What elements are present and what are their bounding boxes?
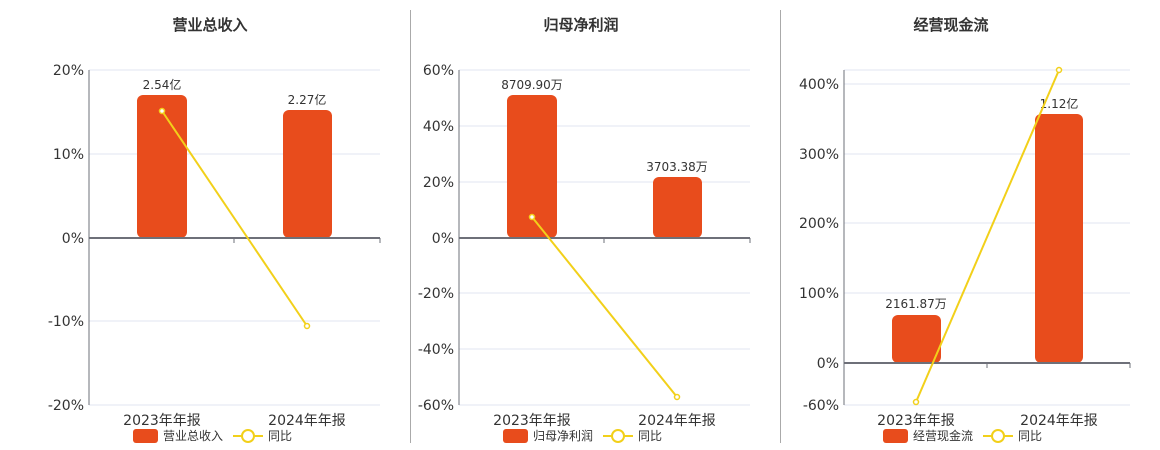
legend-bar-swatch[interactable]: [883, 428, 908, 443]
y-tick: 100%: [799, 286, 839, 302]
chart-panel-revenue: 营业总收入 20% 10% 0% -10% -20% 2.54亿 2.27亿 2…: [0, 0, 410, 450]
y-tick: 40%: [423, 119, 454, 135]
bar-label: 8709.90万: [501, 78, 563, 92]
x-tick: 2023年年报: [123, 413, 201, 429]
chart-title: 经营现金流: [913, 16, 989, 34]
legend-bar-swatch[interactable]: [133, 428, 158, 443]
y-tick: -20%: [48, 398, 84, 414]
y-tick: 20%: [53, 63, 84, 79]
bar-label: 2.27亿: [288, 92, 327, 107]
panel-divider: [410, 10, 411, 443]
x-tick: 2023年年报: [877, 413, 955, 429]
y-tick: 0%: [817, 356, 839, 372]
x-tick: 2024年年报: [638, 413, 716, 429]
bar-label: 1.12亿: [1040, 96, 1079, 111]
x-tick: 2024年年报: [268, 413, 346, 429]
line-point[interactable]: [912, 398, 920, 406]
line-point[interactable]: [158, 107, 166, 115]
panel-divider: [780, 10, 781, 443]
cash-flow-chart: 400% 300% 200% 100% 0% -60% 2161.87万 1.1…: [799, 66, 1131, 429]
bar-label: 2.54亿: [143, 77, 182, 92]
legend-line-icon[interactable]: [983, 428, 1014, 443]
legend-line-label[interactable]: 同比: [268, 429, 293, 443]
legend-line-icon[interactable]: [603, 428, 634, 443]
y-tick: 60%: [423, 63, 454, 79]
legend-bar-swatch[interactable]: [503, 428, 528, 443]
line-point[interactable]: [673, 393, 681, 401]
y-tick: -20%: [418, 286, 454, 302]
chart-title: 归母净利润: [543, 16, 619, 34]
x-tick: 2023年年报: [493, 413, 571, 429]
y-tick: -60%: [418, 398, 454, 414]
line-point[interactable]: [303, 322, 311, 330]
net-profit-chart: 60% 40% 20% 0% -20% -40% -60% 8709.90万 3…: [418, 63, 751, 429]
line-point[interactable]: [1055, 66, 1063, 74]
y-tick: -10%: [48, 314, 84, 330]
legend-line-icon[interactable]: [233, 428, 264, 443]
legend-bar-label[interactable]: 归母净利润: [533, 429, 594, 443]
legend-line-label[interactable]: 同比: [1018, 429, 1043, 443]
y-tick: 0%: [62, 231, 84, 247]
chart-panel-net-profit: 归母净利润 60% 40% 20% 0% -20% -40% -60% 8709…: [411, 0, 781, 450]
bar-2023[interactable]: [507, 95, 557, 238]
x-tick: 2024年年报: [1020, 413, 1098, 429]
y-tick: 0%: [432, 231, 454, 247]
y-tick: 300%: [799, 147, 839, 163]
legend-line-label[interactable]: 同比: [638, 429, 663, 443]
revenue-chart: 20% 10% 0% -10% -20% 2.54亿 2.27亿 2023年年报…: [48, 63, 381, 429]
bar-2024[interactable]: [283, 110, 332, 238]
legend-bar-label[interactable]: 营业总收入: [163, 429, 224, 443]
y-tick: 400%: [799, 77, 839, 93]
bar-label: 3703.38万: [646, 160, 708, 174]
y-tick: 20%: [423, 175, 454, 191]
legend-bar-label[interactable]: 经营现金流: [913, 429, 974, 443]
y-tick: 10%: [53, 147, 84, 163]
legend: 营业总收入 同比: [133, 427, 292, 444]
bar-2024[interactable]: [653, 177, 702, 238]
bar-label: 2161.87万: [885, 297, 947, 311]
bar-2024[interactable]: [1035, 114, 1083, 363]
y-tick: 200%: [799, 216, 839, 232]
bar-2023[interactable]: [892, 315, 941, 363]
chart-panel-operating-cash-flow: 经营现金流 400% 300% 200% 100% 0% -60% 2161.8…: [781, 0, 1160, 450]
legend: 归母净利润 同比: [503, 427, 662, 444]
legend: 经营现金流 同比: [883, 427, 1042, 444]
y-tick: -40%: [418, 342, 454, 358]
y-tick: -60%: [803, 398, 839, 414]
line-point[interactable]: [528, 213, 536, 221]
chart-title: 营业总收入: [172, 16, 248, 34]
bar-2023[interactable]: [137, 95, 187, 238]
